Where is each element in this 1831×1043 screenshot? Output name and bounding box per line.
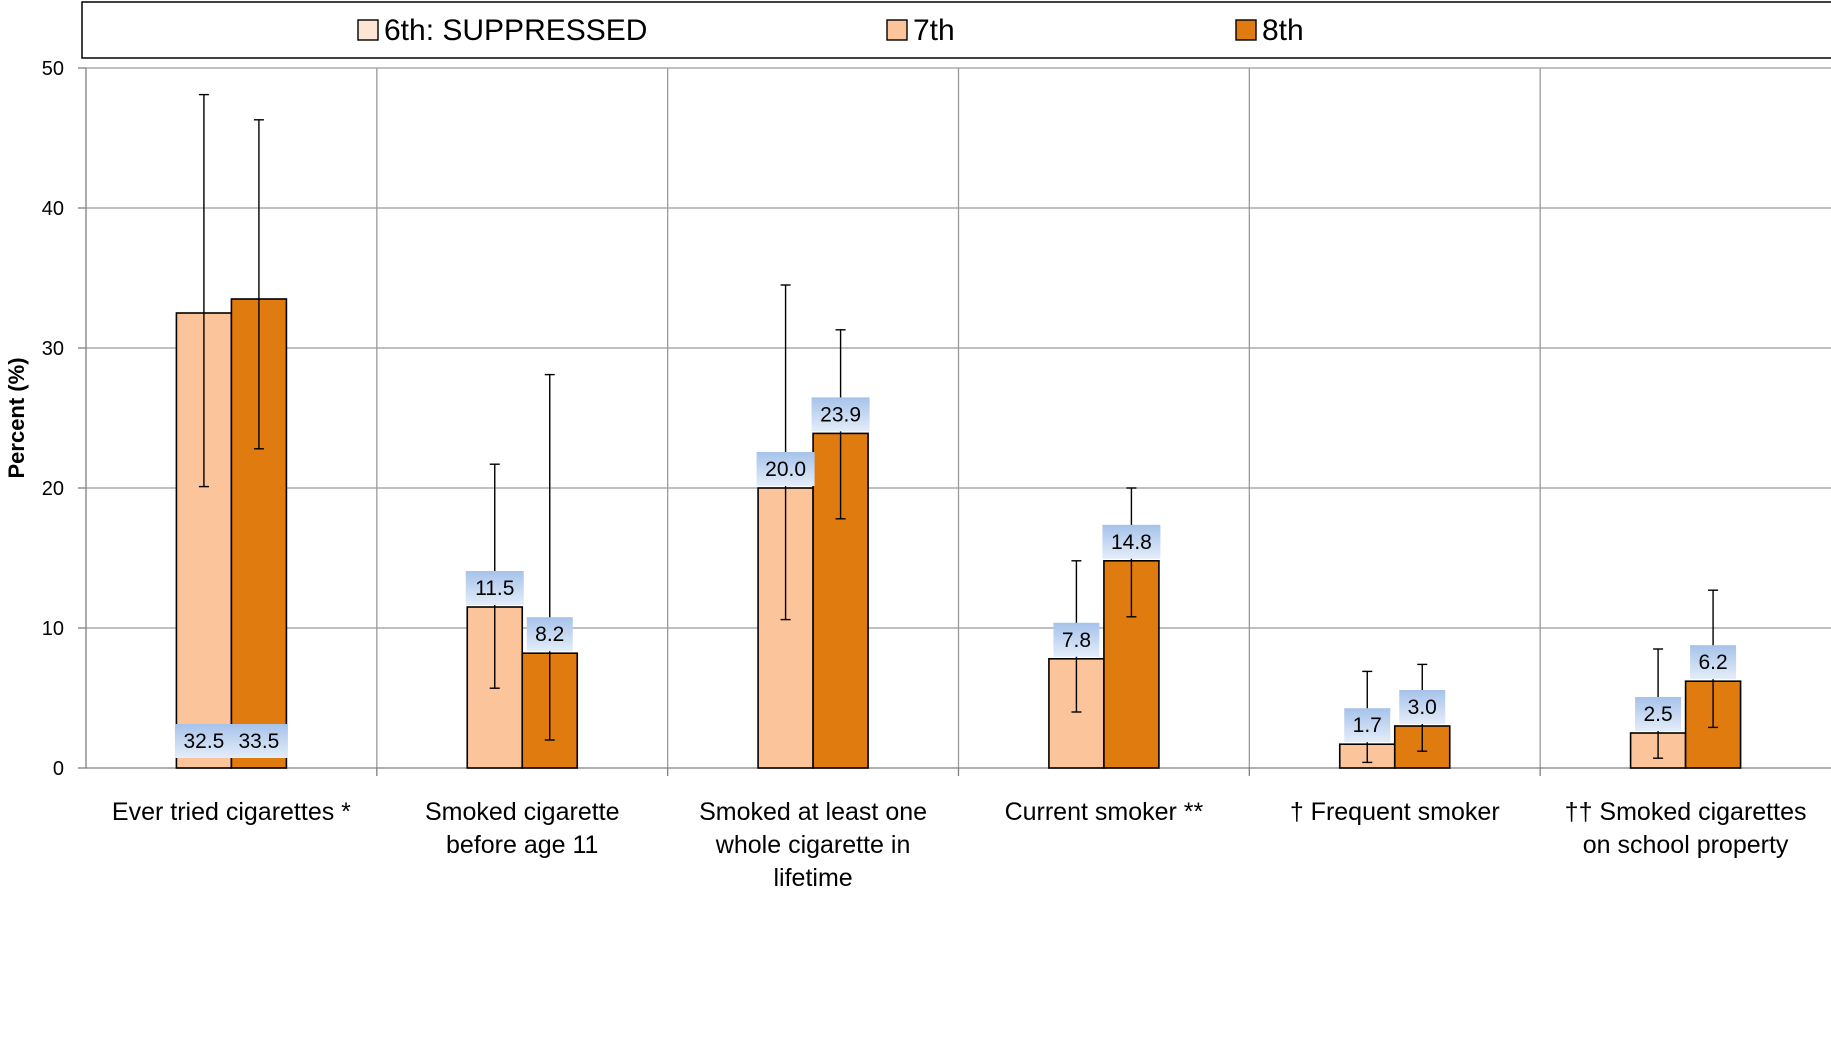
bars <box>175 298 1742 769</box>
category-label: Smoked at least one <box>699 798 927 826</box>
data-label: 32.5 <box>183 730 224 753</box>
legend: 6th: SUPPRESSED 7th 8th <box>81 1 1831 59</box>
axes: 0 10 20 30 40 50 <box>42 58 1831 780</box>
category-label: Ever tried cigarettes * <box>112 798 351 826</box>
data-label-bg <box>1102 524 1161 559</box>
data-label: 3.0 <box>1408 696 1437 719</box>
category-label: † Frequent smoker <box>1290 798 1500 826</box>
category-label: Current smoker ** <box>1005 798 1204 826</box>
data-label: 7.8 <box>1062 629 1091 652</box>
data-label: 23.9 <box>820 403 861 426</box>
category-labels: Ever tried cigarettes * Smoked cigarette b… <box>112 798 1807 892</box>
y-tick-label: 30 <box>42 338 64 360</box>
y-tick-label: 50 <box>42 58 64 80</box>
y-tick-label: 40 <box>42 198 64 220</box>
data-label: 11.5 <box>475 577 514 600</box>
y-axis-label: Percent (%) <box>4 357 29 478</box>
legend-swatch <box>1235 19 1257 41</box>
category-label: on school property <box>1583 831 1789 859</box>
category-label: whole cigarette in <box>715 831 911 859</box>
legend-label: 8th <box>1262 14 1304 47</box>
data-label-bg <box>1635 697 1682 731</box>
category-label: before age 11 <box>446 831 598 859</box>
data-label-bg <box>526 617 573 652</box>
data-labels: 32.5 33.5 11.5 8.2 20.0 23.9 7.8 14.8 1.7 3.0 2.5 6… <box>174 397 1737 758</box>
category-label: lifetime <box>773 864 852 892</box>
data-label-bg <box>229 724 288 758</box>
data-label: 1.7 <box>1353 714 1382 737</box>
data-label-bg <box>174 724 233 758</box>
y-tick-label: 10 <box>42 618 64 640</box>
data-label-bg <box>1690 645 1737 680</box>
data-label: 2.5 <box>1643 703 1672 726</box>
data-label-bg <box>1399 690 1446 724</box>
data-label: 20.0 <box>765 458 806 481</box>
data-label-bg <box>1053 622 1100 657</box>
category-label: †† Smoked cigarettes <box>1565 798 1807 826</box>
grid <box>86 67 1831 768</box>
data-label: 14.8 <box>1111 531 1152 554</box>
data-label-bg <box>465 571 524 605</box>
data-label-bg <box>811 397 870 432</box>
legend-label: 6th: SUPPRESSED <box>384 14 647 47</box>
data-label-bg <box>1344 708 1391 743</box>
legend-label: 7th <box>913 14 955 47</box>
error-bars <box>198 93 1719 764</box>
data-label-bg <box>756 452 815 486</box>
bar-7th <box>1048 657 1105 769</box>
y-tick-label: 20 <box>42 478 64 500</box>
data-label: 8.2 <box>535 623 564 646</box>
legend-box <box>81 1 1831 59</box>
legend-swatch <box>357 19 379 41</box>
category-label: Smoked cigarette <box>425 798 620 826</box>
y-tick-label: 0 <box>53 758 64 780</box>
data-label: 33.5 <box>238 730 279 753</box>
data-label: 6.2 <box>1698 651 1727 674</box>
legend-swatch <box>886 19 908 41</box>
